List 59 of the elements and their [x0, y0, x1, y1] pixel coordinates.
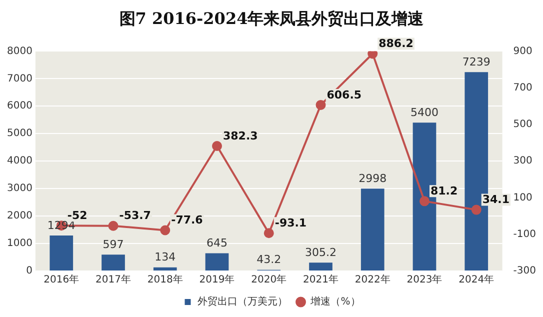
y2-tick-label: -100	[513, 228, 536, 240]
data-label: 305.2	[305, 246, 336, 259]
y-tick-label: 7000	[6, 73, 32, 84]
data-label: -93.1	[274, 216, 307, 230]
bar	[102, 254, 125, 270]
legend-label: 增速（%）	[310, 296, 360, 308]
data-label: -77.6	[171, 214, 204, 227]
x-tick-label: 2022年	[354, 274, 390, 286]
point	[160, 225, 170, 236]
data-label: 382.3	[223, 129, 258, 142]
point	[316, 100, 326, 110]
point	[419, 196, 430, 206]
point	[264, 228, 274, 238]
y2-tick-label: 700	[513, 82, 532, 94]
x-tick-label: 2023年	[406, 274, 442, 286]
x-tick-label: 2021年	[303, 274, 338, 286]
y-tick-label: 8000	[6, 46, 32, 57]
data-label: 606.5	[326, 88, 362, 102]
x-tick-label: 2019年	[199, 274, 235, 286]
bar	[309, 262, 332, 270]
point	[108, 220, 118, 231]
data-label: 2998	[358, 172, 387, 185]
x-tick-label: 2017年	[96, 274, 131, 286]
point	[471, 204, 482, 215]
data-label: 7239	[462, 55, 490, 68]
data-label: 886.2	[378, 37, 414, 50]
data-label: 81.2	[430, 184, 458, 198]
data-label: 43.2	[256, 253, 282, 266]
y2-tick-label: 300	[513, 156, 532, 167]
x-tick-label: 2020年	[251, 274, 287, 286]
point	[368, 51, 378, 59]
bar	[360, 188, 384, 270]
chart-title: 图7 2016-2024年来凤县外贸出口及增速	[119, 8, 425, 28]
data-label: -53.7	[119, 209, 151, 222]
data-label: 34.1	[482, 193, 510, 206]
x-tick-label: 2024年	[458, 274, 494, 286]
y2-tick-label: 100	[513, 192, 532, 204]
bar	[50, 235, 74, 270]
data-label: -52	[67, 208, 88, 222]
data-label: 5400	[410, 106, 438, 119]
y2-tick-label: 500	[513, 119, 532, 130]
y-tick-label: 0	[26, 266, 32, 277]
data-label: 134	[154, 250, 176, 264]
y2-tick-label: -300	[513, 266, 536, 277]
bar	[153, 267, 177, 270]
y-tick-label: 1000	[6, 238, 32, 250]
data-label: 597	[102, 238, 124, 251]
y-tick-label: 4000	[6, 156, 32, 167]
x-tick-label: 2016年	[44, 274, 80, 286]
legend-label: 外贸出口（万美元）	[198, 296, 288, 308]
point	[212, 141, 222, 152]
y-tick-label: 6000	[6, 100, 32, 112]
bar	[205, 253, 229, 270]
y-tick-label: 2000	[6, 210, 32, 222]
y-tick-label: 5000	[6, 128, 32, 140]
y-tick-label: 3000	[6, 183, 32, 194]
x-tick-label: 2018年	[147, 274, 183, 286]
y2-tick-label: 900	[513, 46, 532, 57]
data-label: 645	[206, 236, 228, 250]
